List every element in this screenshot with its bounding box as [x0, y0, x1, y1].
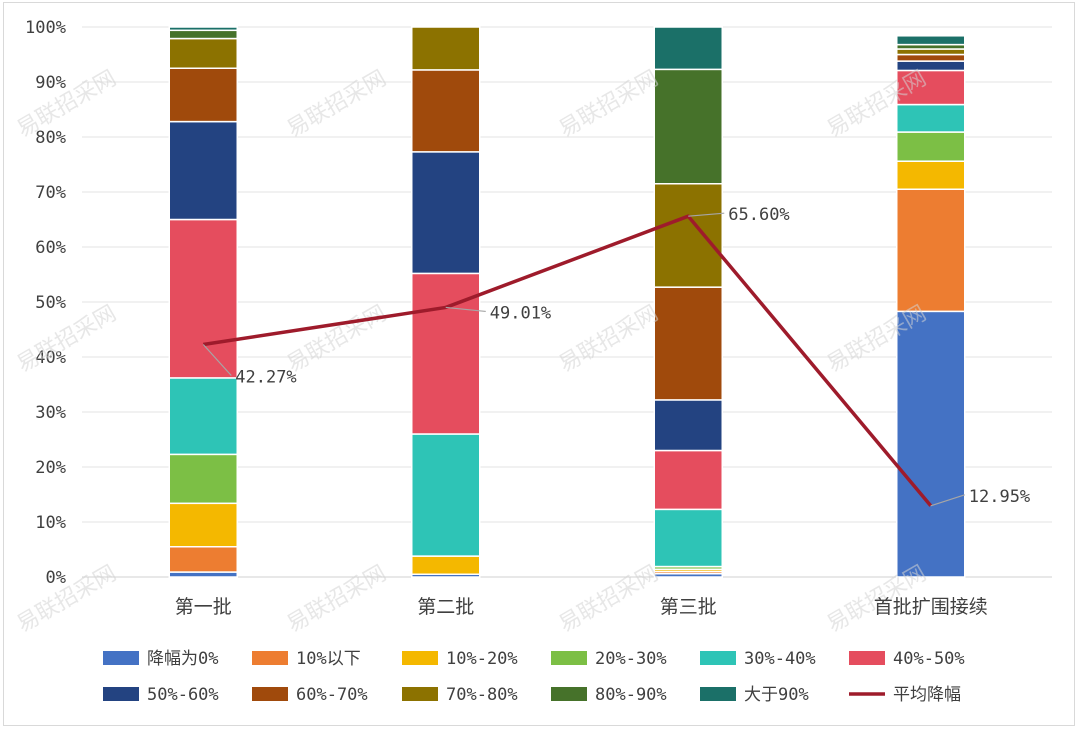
watermark-text: 易联招采网 — [13, 66, 121, 143]
gridlines: 0% 10% 20% 30% 40% 50% 60% 70% 80% 90% 100% — [25, 18, 1052, 588]
legend-swatch — [103, 687, 139, 701]
legend: 降幅为0% 10%以下 10%-20% 20%-30% 30%-40% 40%-50% 50… — [103, 649, 965, 705]
leader-line — [202, 344, 232, 376]
y-tick-label: 100% — [25, 18, 66, 38]
bar-segment — [411, 151, 481, 275]
bar-segment — [653, 183, 723, 288]
bar-segment — [168, 377, 238, 456]
x-tick-label: 首批扩围接续 — [874, 596, 988, 618]
x-tick-label: 第二批 — [417, 596, 474, 618]
bar-segment — [411, 433, 481, 557]
leader-line — [688, 212, 725, 217]
bar-segment — [653, 449, 723, 511]
legend-swatch — [551, 651, 587, 665]
bar-segment — [896, 60, 966, 72]
y-tick-label: 60% — [35, 238, 66, 258]
leader-line — [445, 306, 486, 313]
legend-swatch — [849, 651, 885, 665]
y-tick-label: 90% — [35, 73, 66, 93]
bar-segment — [168, 67, 238, 123]
bar-segment — [168, 37, 238, 69]
legend-swatch — [252, 651, 288, 665]
legend-label: 20%-30% — [595, 649, 667, 669]
y-tick-label: 30% — [35, 403, 66, 423]
watermark-text: 易联招采网 — [283, 561, 391, 638]
legend-label: 10%-20% — [446, 649, 518, 669]
y-tick-label: 80% — [35, 128, 66, 148]
y-tick-label: 0% — [46, 568, 66, 588]
bar-segment — [653, 286, 723, 401]
y-tick-label: 40% — [35, 348, 66, 368]
bar-segment — [168, 546, 238, 573]
bar-segment — [168, 502, 238, 548]
bar-segment — [896, 310, 966, 578]
data-label: 42.27% — [235, 368, 296, 388]
bar-segment — [411, 69, 481, 153]
x-tick-label: 第一批 — [175, 596, 232, 618]
legend-label: 降幅为0% — [147, 649, 218, 669]
legend-label: 30%-40% — [744, 649, 816, 669]
bar-segment — [896, 53, 966, 62]
legend-label: 70%-80% — [446, 685, 518, 705]
bar-segment — [653, 399, 723, 452]
legend-label: 平均降幅 — [893, 685, 961, 705]
bar-segment — [896, 160, 966, 190]
legend-label: 80%-90% — [595, 685, 667, 705]
bar-segment — [653, 26, 723, 71]
average-line — [202, 214, 933, 507]
bar-segment — [896, 188, 966, 313]
leader-line — [930, 494, 965, 507]
legend-swatch — [700, 687, 736, 701]
watermark-text: 易联招采网 — [555, 561, 663, 638]
legend-label: 50%-60% — [147, 685, 219, 705]
legend-label: 10%以下 — [296, 649, 361, 669]
data-label: 12.95% — [969, 487, 1030, 507]
legend-label: 40%-50% — [893, 649, 965, 669]
legend-swatch — [551, 687, 587, 701]
bar-segment — [653, 68, 723, 185]
bar-segment — [411, 555, 481, 575]
bar-segment — [411, 26, 481, 71]
bar-segment — [896, 35, 966, 46]
legend-swatch — [252, 687, 288, 701]
data-label: 65.60% — [728, 205, 789, 225]
bar-segment — [896, 48, 966, 56]
bar-segment — [896, 69, 966, 106]
legend-label: 大于90% — [744, 685, 809, 705]
watermark-text: 易联招采网 — [555, 66, 663, 143]
watermark-text: 易联招采网 — [283, 66, 391, 143]
watermark-text: 易联招采网 — [13, 561, 121, 638]
bar-segment — [168, 29, 238, 40]
legend-swatch — [700, 651, 736, 665]
x-tick-label: 第三批 — [660, 596, 717, 618]
y-tick-label: 50% — [35, 293, 66, 313]
y-tick-label: 10% — [35, 513, 66, 533]
watermark-text: 易联招采网 — [13, 301, 121, 378]
y-tick-label: 20% — [35, 458, 66, 478]
watermark-text: 易联招采网 — [283, 301, 391, 378]
bar-segment — [168, 453, 238, 505]
legend-label: 60%-70% — [296, 685, 368, 705]
y-tick-label: 70% — [35, 183, 66, 203]
bar-segment — [896, 103, 966, 133]
data-label: 49.01% — [490, 303, 551, 323]
bar-segment — [653, 508, 723, 568]
bar-segment — [896, 131, 966, 162]
bar-segment — [168, 26, 238, 32]
watermark-text: 易联招采网 — [555, 301, 663, 378]
bars — [168, 26, 966, 578]
legend-swatch — [103, 651, 139, 665]
legend-swatch — [402, 687, 438, 701]
bar-segment — [168, 120, 238, 221]
bar-segment — [168, 218, 238, 379]
legend-swatch — [402, 651, 438, 665]
